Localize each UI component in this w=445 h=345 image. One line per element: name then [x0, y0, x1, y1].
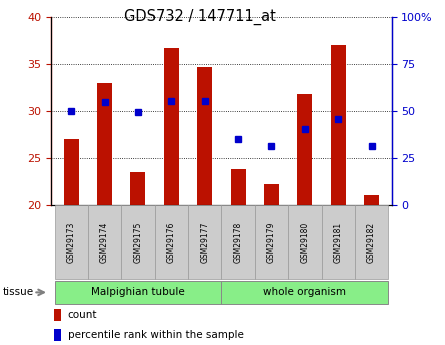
Bar [231, 169, 246, 205]
Bar [197, 67, 212, 205]
Text: GSM29174: GSM29174 [100, 222, 109, 263]
Text: count: count [68, 310, 97, 320]
Bar [264, 184, 279, 205]
Text: GSM29177: GSM29177 [200, 222, 209, 263]
Bar [64, 139, 79, 205]
Bar [164, 48, 179, 205]
Bar [288, 205, 322, 279]
Text: whole organism: whole organism [263, 287, 346, 297]
Text: GSM29182: GSM29182 [367, 222, 376, 263]
Bar [297, 94, 312, 205]
Text: GDS732 / 147711_at: GDS732 / 147711_at [124, 9, 276, 25]
Bar [130, 172, 146, 205]
Bar [222, 281, 388, 304]
Text: GSM29180: GSM29180 [300, 222, 309, 263]
Bar [53, 329, 61, 341]
Text: GSM29179: GSM29179 [267, 222, 276, 263]
Text: GSM29176: GSM29176 [167, 222, 176, 263]
Text: percentile rank within the sample: percentile rank within the sample [68, 330, 244, 340]
Bar [331, 45, 346, 205]
Bar [255, 205, 288, 279]
Bar [322, 205, 355, 279]
Text: GSM29178: GSM29178 [234, 222, 243, 263]
Bar [355, 205, 388, 279]
Bar [188, 205, 222, 279]
Text: GSM29181: GSM29181 [334, 222, 343, 263]
Bar [53, 309, 61, 321]
Text: Malpighian tubule: Malpighian tubule [91, 287, 185, 297]
Bar [222, 205, 255, 279]
Bar [55, 281, 222, 304]
Bar [97, 83, 112, 205]
Bar [155, 205, 188, 279]
Bar [55, 205, 88, 279]
Text: tissue: tissue [2, 287, 33, 297]
Text: GSM29175: GSM29175 [134, 222, 142, 263]
Bar [121, 205, 155, 279]
Text: GSM29173: GSM29173 [67, 222, 76, 263]
Bar [364, 195, 379, 205]
Bar [88, 205, 121, 279]
